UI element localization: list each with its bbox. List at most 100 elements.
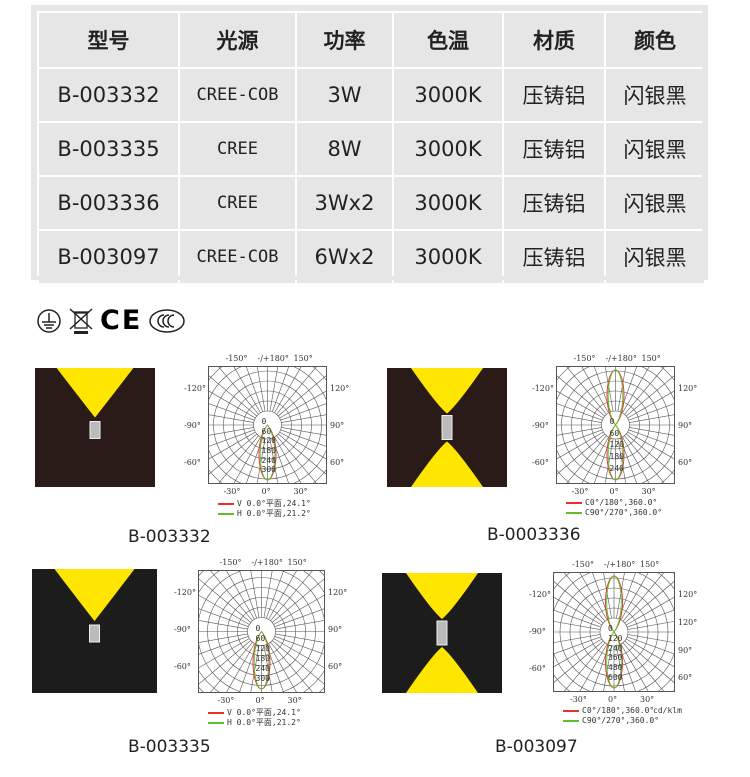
table-cell: 闪银黑 [606,69,704,121]
legend-label: V 0.0°平面,24.1° [227,708,301,717]
angle-label-right: 90° [678,645,693,655]
angle-label-left: -120° [184,384,206,393]
polar-spoke [198,594,250,625]
angle-label-right: 60° [678,673,693,683]
polar-spoke [565,366,607,415]
legend-swatch [563,719,579,722]
polar-spoke [591,645,610,692]
angle-label-top: 150° [640,560,660,569]
table-cell: B-003097 [39,231,178,283]
product-caption: B-003097 [495,737,578,757]
angle-label-right: 60° [678,458,693,467]
curve-c90 [606,631,622,689]
table-cell: 压铸铝 [504,69,604,121]
polar-spoke [563,572,606,622]
angle-label-top: -/+180° [251,558,283,567]
polar-spoke [627,620,675,630]
curve-c90 [259,424,276,481]
polar-spoke [198,577,251,623]
polar-spoke [281,427,327,436]
certification-icons: CE [36,305,186,336]
polar-spoke [563,642,606,692]
table-cell: CREE-COB [180,231,295,283]
polar-spoke [245,438,263,484]
ring-value-label: 120 [608,633,623,643]
polar-spoke [272,366,290,412]
legend-label: C90°/270°,360.0° [582,716,660,725]
legend-entry: V 0.0°平面,24.1° [208,707,301,718]
column-header: 色温 [394,13,502,67]
angle-label-top: 150° [641,354,661,363]
polar-spoke [268,570,298,620]
polar-spoke [620,366,638,412]
polar-spoke [629,427,675,436]
polar-spoke [272,438,290,484]
polar-spoke [581,436,609,484]
ring-value-label: 600 [608,673,623,683]
angle-label-bottom: -30° [570,695,587,704]
polar-spoke [627,390,675,419]
table-cell: 闪银黑 [606,231,704,283]
polar-spoke [581,366,609,414]
legend-entry: H 0.0°平面,21.2° [208,717,301,728]
lamp-body [89,624,100,643]
polar-spoke [276,366,318,415]
light-beam [56,368,134,418]
polar-spoke [627,609,675,628]
legend-entry: V 0.0°平面,24.1° [218,498,311,509]
table-cell: B-003336 [39,177,178,229]
table-cell: CREE [180,123,295,175]
polar-spoke [617,438,627,484]
polar-spoke [263,645,273,693]
polar-spoke [579,643,608,692]
polar-spoke [250,645,260,693]
polar-spoke [198,633,248,644]
legend-label: C0°/180°,360.0° [582,706,655,715]
polar-spoke [565,435,607,484]
angle-label-left: -90° [184,421,201,430]
angle-label-left: -60° [184,458,201,467]
polar-spoke [280,403,327,421]
angle-label-bottom: 0° [261,487,271,496]
legend-swatch [208,711,224,714]
legend-entry: C0°/180°,360.0° [563,706,654,715]
legend-swatch [566,501,582,504]
angle-label-top: -150° [572,560,594,569]
polar-spoke [556,403,603,421]
polar-spoke [270,570,314,621]
table-cell: 压铸铝 [504,231,604,283]
polar-spoke [198,619,248,630]
polar-spoke [256,366,266,412]
angle-label-bottom: 0° [608,695,618,704]
polar-spoke [625,596,675,626]
polar-light-distribution-chart [198,570,325,693]
angle-label-left: -90° [532,421,549,430]
polar-spoke [263,570,273,618]
polar-spoke [553,620,601,630]
table-cell: 3W [297,69,392,121]
angle-label-bottom: -30° [571,487,589,496]
table-cell: 3000K [394,123,502,175]
angle-label-bottom: 30° [293,487,308,496]
polar-spoke [624,640,675,684]
product-beam-photo [32,569,157,693]
polar-spoke [618,572,637,619]
ring-value-label: 120 [255,643,270,653]
angle-label-right: 120° [678,617,698,627]
polar-spoke [208,433,257,476]
table-cell: 3000K [394,69,502,121]
polar-spoke [591,572,610,619]
angle-label-right: 60° [328,662,343,671]
column-header: 型号 [39,13,178,67]
polar-spoke [579,572,608,621]
polar-spoke [624,580,675,624]
polar-spoke [556,390,604,419]
angle-label-bottom: 0° [609,487,619,496]
angle-label-top: -150° [573,354,596,363]
ring-value-label: 60 [255,633,266,643]
polar-spoke [270,642,314,693]
legend-label: C90°/270°,360.0° [585,508,663,517]
polar-spoke [245,366,263,412]
table-cell: B-003332 [39,69,178,121]
polar-spoke [266,570,285,619]
